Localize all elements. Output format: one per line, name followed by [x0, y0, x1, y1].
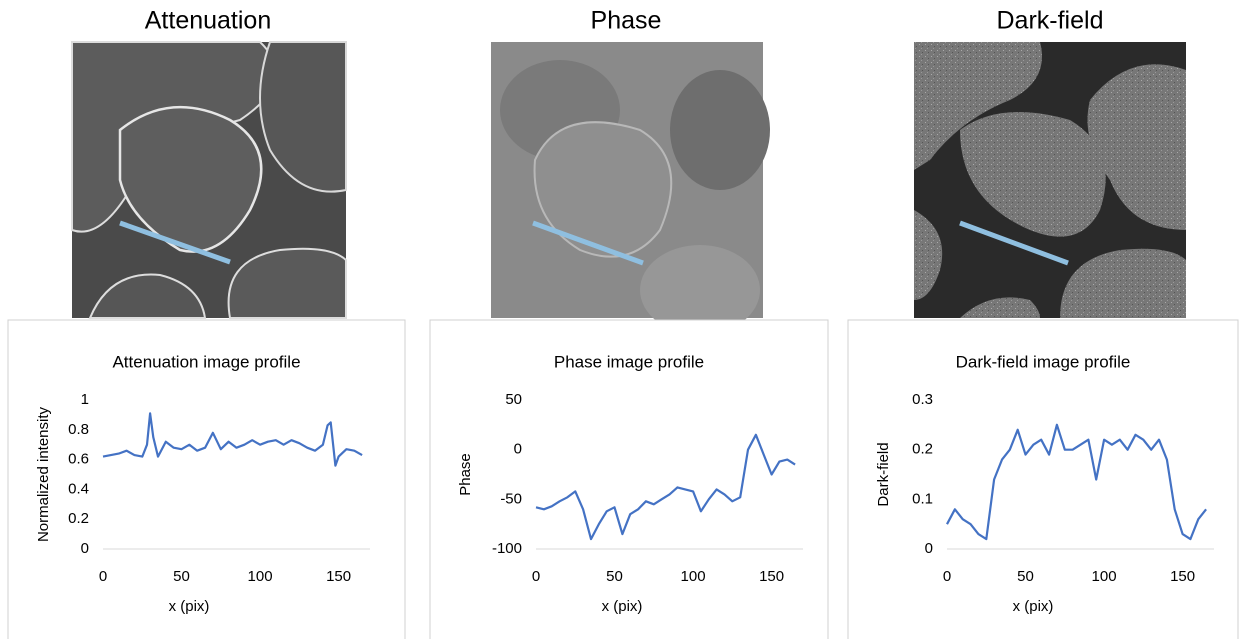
x-tick-label: 100 — [248, 568, 273, 585]
x-tick-label: 50 — [173, 568, 190, 585]
y-tick-label: 0 — [81, 540, 89, 557]
image-title: Phase — [591, 7, 662, 35]
x-tick-label: 0 — [943, 568, 951, 585]
y-tick-label: 1 — [81, 391, 89, 408]
x-axis-label: x (pix) — [1013, 598, 1054, 615]
chart-title: Attenuation image profile — [112, 352, 300, 371]
x-tick-label: 100 — [1092, 568, 1117, 585]
x-tick-label: 0 — [532, 568, 540, 585]
x-tick-label: 150 — [326, 568, 351, 585]
y-tick-label: -50 — [500, 490, 522, 507]
y-tick-label: 0.6 — [68, 451, 89, 468]
chart-frame — [429, 319, 829, 639]
chart-frame — [847, 319, 1239, 639]
y-tick-label: 0.1 — [912, 490, 933, 507]
y-axis-label: Normalized intensity — [35, 406, 52, 542]
y-tick-label: 0.4 — [68, 480, 89, 497]
attenuation-image — [71, 41, 347, 319]
x-tick-label: 150 — [759, 568, 784, 585]
phase-image — [491, 42, 770, 335]
y-axis-label: Dark-field — [875, 442, 892, 506]
y-tick-label: 50 — [505, 391, 522, 408]
chart-frame — [7, 319, 406, 639]
image-title: Dark-field — [997, 7, 1104, 35]
y-axis-label: Phase — [457, 453, 474, 496]
chart-title: Dark-field image profile — [956, 352, 1131, 371]
x-tick-label: 0 — [99, 568, 107, 585]
image-title: Attenuation — [145, 7, 272, 35]
x-axis-label: x (pix) — [169, 598, 210, 615]
x-tick-label: 100 — [681, 568, 706, 585]
y-tick-label: 0.2 — [68, 510, 89, 527]
x-tick-label: 150 — [1170, 568, 1195, 585]
data-line — [535, 433, 796, 541]
x-tick-label: 50 — [606, 568, 623, 585]
y-tick-label: -100 — [492, 540, 522, 557]
y-tick-label: 0.2 — [912, 441, 933, 458]
y-tick-label: 0.8 — [68, 421, 89, 438]
y-tick-label: 0 — [514, 441, 522, 458]
data-line — [946, 423, 1207, 541]
dark-field-image — [914, 42, 1186, 318]
chart-title: Phase image profile — [554, 352, 704, 371]
data-line — [102, 412, 363, 467]
y-tick-label: 0.3 — [912, 391, 933, 408]
x-axis-label: x (pix) — [602, 598, 643, 615]
y-tick-label: 0 — [925, 540, 933, 557]
x-tick-label: 50 — [1017, 568, 1034, 585]
